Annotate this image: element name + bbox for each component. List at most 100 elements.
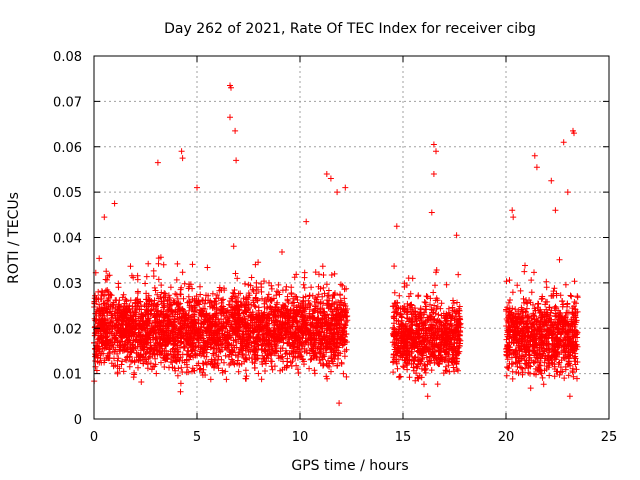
data-point (435, 311, 442, 318)
data-point (415, 326, 422, 333)
data-point (218, 287, 225, 293)
data-point (251, 360, 258, 367)
data-point (232, 270, 239, 277)
data-point (505, 365, 512, 372)
data-point (323, 171, 330, 177)
data-point (423, 293, 430, 300)
data-point (126, 363, 133, 370)
data-point (152, 319, 159, 326)
data-point (431, 302, 438, 309)
data-point (324, 292, 331, 299)
data-point (300, 330, 307, 337)
data-point (301, 274, 308, 281)
data-point (445, 305, 452, 312)
data-point (127, 297, 134, 304)
data-point (561, 342, 568, 349)
data-point (336, 340, 343, 347)
data-point (236, 307, 243, 314)
data-point (504, 352, 511, 359)
data-point (417, 305, 424, 312)
data-point (222, 336, 229, 343)
data-point (391, 326, 398, 333)
data-point (194, 352, 201, 359)
data-point (510, 334, 516, 341)
data-point (194, 327, 201, 334)
data-point (113, 321, 120, 328)
data-point (403, 282, 410, 289)
data-point (389, 303, 396, 310)
data-point (174, 315, 181, 322)
data-point (519, 365, 526, 372)
data-point (197, 320, 204, 327)
data-point (438, 300, 445, 307)
data-point (96, 310, 103, 317)
data-point (450, 297, 456, 304)
data-point (151, 306, 157, 313)
data-point (539, 374, 546, 381)
data-point (295, 370, 302, 376)
data-point (185, 348, 192, 355)
data-point (445, 358, 452, 365)
data-point (407, 290, 414, 297)
data-point (166, 337, 173, 344)
data-point (450, 300, 457, 307)
data-point (327, 341, 334, 348)
data-point (393, 360, 400, 367)
data-point (563, 354, 569, 361)
data-point (521, 268, 528, 275)
data-point (415, 375, 422, 382)
data-point (434, 326, 441, 333)
data-point (216, 347, 223, 354)
data-point (92, 363, 99, 370)
data-point (170, 297, 177, 304)
data-point (127, 349, 134, 356)
data-point (275, 355, 282, 362)
data-point (179, 369, 186, 375)
data-point (263, 336, 270, 343)
data-point (569, 365, 576, 372)
data-point (120, 368, 127, 375)
data-point (212, 357, 219, 363)
data-point (272, 303, 279, 310)
data-point (404, 366, 411, 373)
data-point (138, 311, 145, 318)
data-point (453, 322, 460, 329)
data-point (283, 364, 290, 371)
data-point (440, 331, 447, 337)
data-point (118, 330, 125, 336)
data-point (268, 328, 274, 335)
data-point (297, 339, 304, 346)
data-point (527, 363, 534, 370)
data-point (392, 308, 399, 315)
data-point (514, 363, 521, 370)
data-point (160, 354, 167, 361)
data-point (108, 292, 115, 299)
data-point (92, 317, 99, 324)
data-point (321, 290, 328, 297)
data-point (262, 347, 268, 354)
data-point (158, 359, 164, 366)
data-point (545, 364, 552, 371)
data-point (203, 328, 210, 335)
data-point (161, 364, 168, 370)
data-point (244, 296, 251, 303)
data-point (423, 343, 430, 349)
data-point (311, 367, 318, 374)
data-point (271, 319, 277, 326)
data-point (185, 340, 192, 347)
data-point (443, 281, 450, 288)
data-point (147, 342, 154, 349)
data-point (334, 314, 341, 321)
data-point (232, 127, 239, 134)
data-point (98, 306, 105, 313)
data-point (161, 314, 168, 321)
data-point (547, 354, 554, 361)
data-point (147, 360, 154, 367)
data-point (160, 304, 167, 311)
data-point (255, 370, 262, 377)
data-point (133, 350, 140, 357)
data-point (286, 342, 293, 348)
data-point (556, 309, 563, 316)
data-point (343, 373, 350, 380)
